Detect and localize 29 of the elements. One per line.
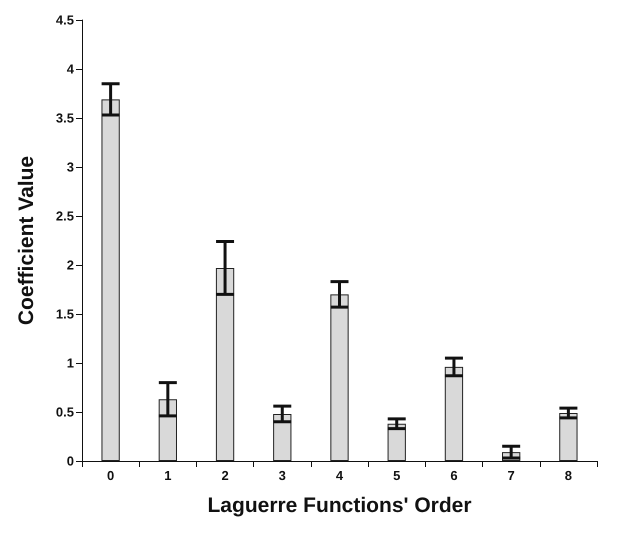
x-tick-label: 5 [393,468,400,483]
x-tick-label: 1 [164,468,172,483]
y-tick-label: 1 [66,356,74,370]
bar [101,99,120,461]
y-tick-label: 0 [66,454,74,468]
bar [330,294,349,461]
bar [559,412,578,461]
y-tick-label: 2 [66,258,74,272]
x-tick-label: 7 [508,468,515,483]
bar [273,414,292,461]
x-tick-label: 8 [564,468,572,483]
x-tick-label: 4 [336,468,344,483]
bar [388,424,406,461]
x-axis-title: Laguerre Functions' Order [207,494,472,517]
bar [158,399,177,461]
x-tick-label: 0 [106,468,114,483]
y-tick-label: 1.5 [56,306,74,322]
bar [216,268,234,461]
y-tick-label: 3 [66,160,74,174]
x-tick-label: 3 [278,468,286,483]
y-tick-label: 2.5 [56,208,74,224]
y-tick-label: 4.5 [56,12,74,28]
y-tick-label: 3.5 [56,110,74,126]
x-tick-label: 6 [450,468,458,483]
bar [444,366,464,461]
y-axis-title: Coefficient Value [15,156,38,326]
x-tick-label: 2 [221,468,229,483]
y-tick-label: 0.5 [56,404,74,420]
y-tick-label: 4 [66,62,75,76]
